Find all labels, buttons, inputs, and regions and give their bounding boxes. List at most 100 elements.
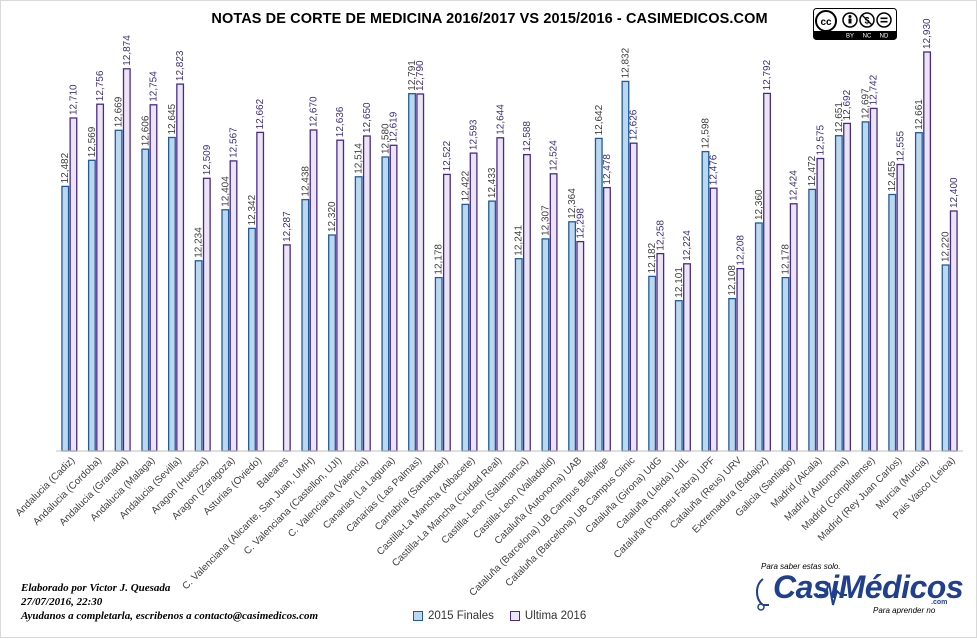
value-label-2016-17: 12,588	[522, 121, 533, 152]
bar-2016-27	[789, 203, 798, 452]
nc-icon: $	[859, 12, 875, 28]
bar-2015-18	[541, 238, 550, 452]
bar-2016-31	[896, 163, 905, 452]
value-label-2015-29: 12,651	[834, 102, 845, 133]
bar-2015-17	[514, 258, 523, 452]
bar-2015-25	[728, 297, 737, 452]
value-label-2016-11: 12,650	[362, 102, 373, 133]
value-label-2016-21: 12,626	[629, 109, 640, 140]
bar-2015-22	[648, 275, 657, 452]
value-label-2015-16: 12,433	[487, 167, 498, 198]
bar-2015-19	[568, 221, 577, 452]
casimedicos-logo	[756, 578, 847, 611]
value-label-2016-33: 12,400	[949, 177, 960, 208]
legend-swatch-2015	[413, 611, 423, 621]
bar-2016-5	[202, 177, 211, 452]
value-label-2015-30: 12,697	[861, 88, 872, 119]
bar-2016-14	[442, 173, 451, 452]
bar-2016-3	[149, 104, 158, 452]
bar-2015-11	[354, 176, 363, 452]
bar-2015-28	[808, 188, 817, 452]
value-label-2016-9: 12,670	[309, 96, 320, 127]
value-label-2016-22: 12,258	[655, 220, 666, 251]
value-label-2015-10: 12,320	[327, 201, 338, 232]
bar-2015-16	[488, 200, 497, 452]
bar-2016-29	[843, 122, 852, 452]
value-label-2015-15: 12,422	[460, 170, 471, 201]
value-label-2016-28: 12,575	[815, 124, 826, 155]
bar-2015-6	[221, 209, 230, 452]
bar-2016-8	[282, 244, 291, 452]
bar-2016-26	[763, 92, 771, 452]
bar-2015-0	[61, 185, 70, 452]
value-label-2015-11: 12,514	[354, 143, 365, 174]
nd-icon	[876, 12, 892, 28]
value-label-2016-29: 12,692	[842, 89, 853, 120]
bar-2015-27	[781, 276, 790, 452]
value-label-2015-2: 12,669	[114, 96, 125, 127]
value-label-2016-14: 12,522	[442, 140, 453, 171]
value-label-2015-19: 12,364	[567, 188, 578, 219]
author-line: Elaborado por Victor J. Quesada	[21, 582, 171, 594]
bar-2015-12	[381, 156, 390, 452]
value-label-2015-32: 12,661	[914, 99, 925, 130]
bar-2016-24	[709, 187, 718, 452]
legend: 2015 Finales Ultima 2016	[413, 610, 602, 622]
logo-tagline-top: Para saber estas solo.	[761, 562, 841, 571]
bar-2016-19	[576, 240, 585, 452]
value-label-2016-24: 12,476	[709, 154, 720, 185]
bar-2015-30	[861, 121, 870, 452]
x-tick-label-15: Castilla-La Mancha (Albacete)	[375, 455, 477, 557]
legend-swatch-2016	[509, 611, 520, 621]
bar-2015-15	[461, 203, 470, 452]
legend-item-2015: 2015 Finales	[413, 610, 494, 622]
bar-2015-31	[888, 193, 897, 452]
bar-2015-24	[701, 150, 710, 452]
bar-2015-4	[167, 136, 176, 452]
bar-2016-22	[656, 252, 665, 452]
value-label-2016-12: 12,619	[389, 111, 400, 142]
value-label-2015-20: 12,642	[594, 104, 605, 135]
value-label-2016-6: 12,567	[229, 127, 240, 158]
value-label-2016-5: 12,509	[202, 144, 213, 175]
bar-2016-13	[416, 93, 425, 452]
bar-2016-30	[869, 107, 878, 452]
value-label-2015-1: 12,569	[87, 126, 98, 157]
value-label-2015-14: 12,178	[434, 244, 445, 275]
value-label-2016-23: 12,224	[682, 230, 693, 261]
bar-2016-17	[522, 153, 531, 452]
by-icon	[842, 12, 858, 28]
bar-2015-2	[114, 129, 123, 452]
value-label-2016-4: 12,823	[175, 50, 186, 81]
value-label-2016-0: 12,710	[68, 84, 79, 115]
bar-2015-5	[194, 260, 203, 452]
value-label-2016-19: 12,298	[575, 208, 586, 239]
pulse-line-icon	[819, 582, 847, 606]
value-label-2015-31: 12,455	[887, 160, 898, 191]
chart-title: NOTAS DE CORTE DE MEDICINA 2016/2017 VS …	[211, 11, 768, 27]
value-label-2016-3: 12,754	[148, 71, 159, 102]
cc-license-badge: cc $ BY NC ND	[813, 8, 897, 40]
value-label-2015-17: 12,241	[514, 225, 525, 256]
value-label-2015-18: 12,307	[540, 205, 551, 236]
value-label-2016-25: 12,208	[735, 235, 746, 266]
value-label-2016-20: 12,478	[602, 154, 613, 185]
svg-text:cc: cc	[820, 17, 832, 28]
bar-2016-11	[362, 135, 371, 452]
bar-2016-10	[336, 139, 345, 452]
bar-2015-13	[408, 93, 416, 452]
value-label-2016-10: 12,636	[335, 106, 346, 137]
cc-by-text: BY	[846, 34, 854, 40]
value-label-2015-24: 12,598	[700, 118, 711, 149]
bar-2016-4	[176, 83, 185, 452]
value-label-2016-2: 12,874	[122, 35, 133, 66]
contact-line: Ayudanos a completarla, escribenos a con…	[21, 610, 319, 622]
cc-nc-text: NC	[863, 34, 872, 40]
value-label-2016-26: 12,792	[762, 59, 773, 90]
logo-suffix: .com	[931, 599, 948, 606]
logo-tagline-bottom: Para aprender no	[873, 606, 936, 615]
bar-2016-12	[389, 144, 398, 452]
bar-2015-26	[754, 222, 763, 452]
footer-credits: Elaborado por Victor J. Quesada 27/07/20…	[21, 581, 318, 623]
